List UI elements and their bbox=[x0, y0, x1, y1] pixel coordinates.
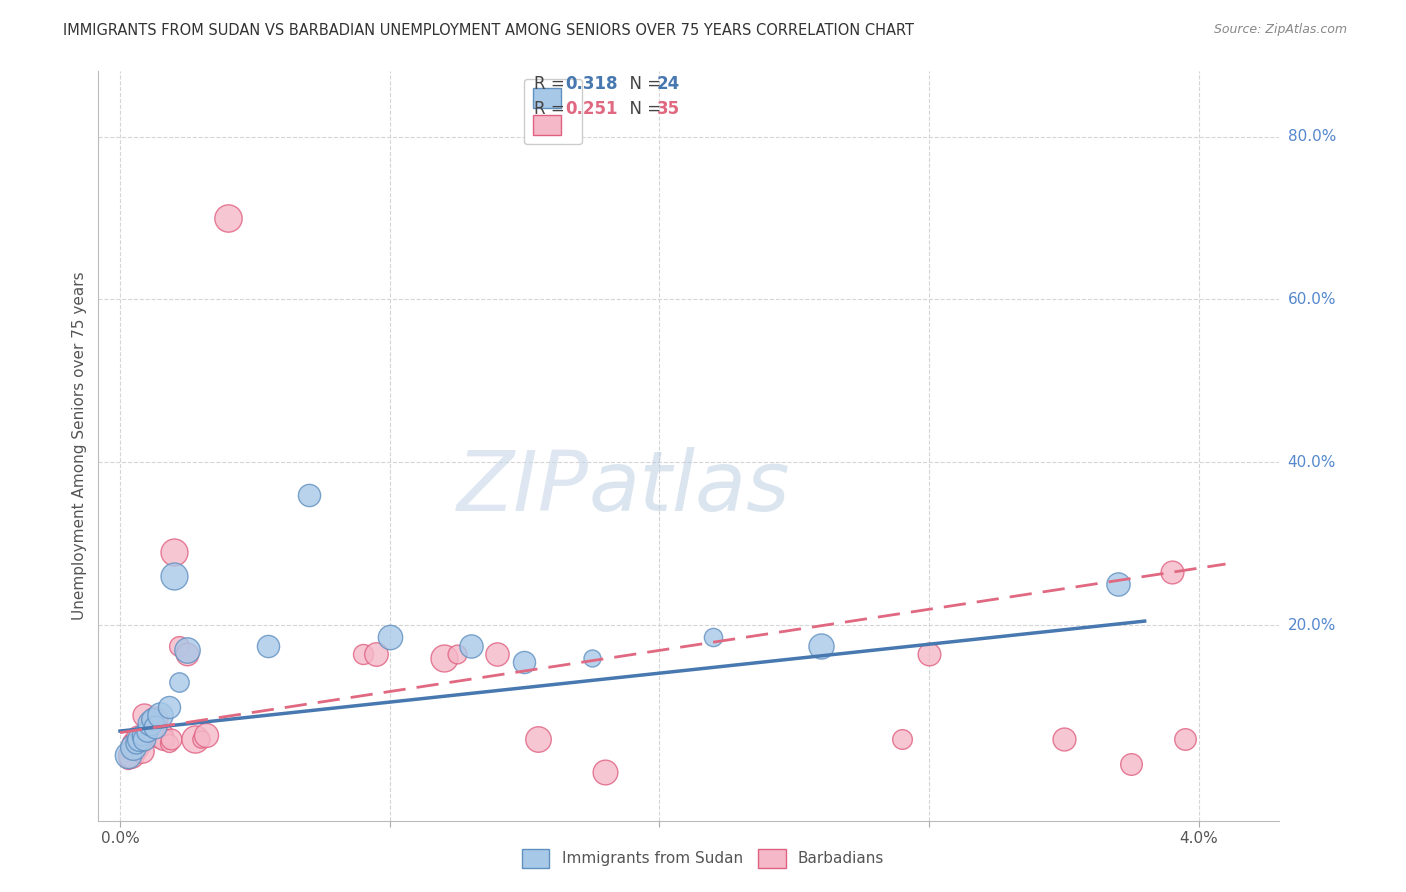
Point bbox=[432, 650, 454, 665]
Text: 80.0%: 80.0% bbox=[1288, 129, 1336, 144]
Point bbox=[366, 647, 388, 661]
Point bbox=[298, 488, 321, 502]
Point bbox=[1121, 756, 1143, 771]
Point bbox=[122, 740, 145, 755]
Point bbox=[125, 740, 148, 755]
Point bbox=[1053, 732, 1076, 747]
Point bbox=[149, 707, 172, 722]
Text: N =: N = bbox=[619, 75, 666, 93]
Point bbox=[918, 647, 941, 661]
Point bbox=[1174, 732, 1197, 747]
Text: 40.0%: 40.0% bbox=[1288, 455, 1336, 470]
Text: ZIP: ZIP bbox=[457, 447, 589, 528]
Point bbox=[122, 736, 145, 750]
Point bbox=[131, 744, 153, 758]
Point bbox=[136, 728, 159, 742]
Text: R =: R = bbox=[534, 75, 571, 93]
Point bbox=[163, 569, 186, 583]
Point bbox=[134, 732, 156, 747]
Point bbox=[378, 631, 401, 645]
Text: R =: R = bbox=[534, 100, 571, 118]
Point bbox=[446, 647, 468, 661]
Text: 0.318: 0.318 bbox=[565, 75, 617, 93]
Point bbox=[581, 650, 603, 665]
Text: N =: N = bbox=[619, 100, 666, 118]
Point bbox=[117, 753, 139, 767]
Legend: , : , bbox=[524, 79, 582, 145]
Point bbox=[157, 736, 180, 750]
Point bbox=[128, 732, 150, 747]
Point bbox=[184, 732, 207, 747]
Point bbox=[131, 728, 153, 742]
Point bbox=[128, 732, 150, 747]
Point bbox=[1160, 566, 1182, 580]
Text: 0.251: 0.251 bbox=[565, 100, 617, 118]
Point bbox=[190, 732, 212, 747]
Point bbox=[134, 707, 156, 722]
Point bbox=[891, 732, 914, 747]
Point bbox=[460, 639, 482, 653]
Point bbox=[527, 732, 550, 747]
Point bbox=[141, 715, 163, 730]
Point bbox=[143, 712, 166, 726]
Text: 60.0%: 60.0% bbox=[1288, 292, 1336, 307]
Point bbox=[136, 724, 159, 739]
Point bbox=[702, 631, 724, 645]
Point bbox=[1107, 577, 1129, 591]
Point bbox=[143, 720, 166, 734]
Y-axis label: Unemployment Among Seniors over 75 years: Unemployment Among Seniors over 75 years bbox=[72, 272, 87, 620]
Legend: Immigrants from Sudan, Barbadians: Immigrants from Sudan, Barbadians bbox=[516, 843, 890, 873]
Point bbox=[169, 639, 191, 653]
Point bbox=[352, 647, 374, 661]
Point bbox=[595, 764, 617, 779]
Point bbox=[117, 748, 139, 763]
Text: Source: ZipAtlas.com: Source: ZipAtlas.com bbox=[1213, 23, 1347, 37]
Point bbox=[152, 732, 174, 747]
Point bbox=[513, 655, 536, 669]
Point bbox=[163, 545, 186, 559]
Point bbox=[138, 715, 160, 730]
Text: 35: 35 bbox=[657, 100, 679, 118]
Text: 24: 24 bbox=[657, 75, 681, 93]
Text: 20.0%: 20.0% bbox=[1288, 617, 1336, 632]
Point bbox=[157, 699, 180, 714]
Text: IMMIGRANTS FROM SUDAN VS BARBADIAN UNEMPLOYMENT AMONG SENIORS OVER 75 YEARS CORR: IMMIGRANTS FROM SUDAN VS BARBADIAN UNEMP… bbox=[63, 23, 914, 38]
Point bbox=[160, 732, 183, 747]
Point bbox=[810, 639, 832, 653]
Point bbox=[141, 712, 163, 726]
Point bbox=[169, 675, 191, 690]
Text: atlas: atlas bbox=[589, 447, 790, 528]
Point bbox=[176, 642, 198, 657]
Point bbox=[486, 647, 509, 661]
Point bbox=[176, 647, 198, 661]
Point bbox=[257, 639, 280, 653]
Point bbox=[125, 736, 148, 750]
Point bbox=[149, 728, 172, 742]
Point bbox=[138, 720, 160, 734]
Point bbox=[120, 748, 142, 763]
Point bbox=[195, 728, 218, 742]
Point bbox=[217, 211, 239, 225]
